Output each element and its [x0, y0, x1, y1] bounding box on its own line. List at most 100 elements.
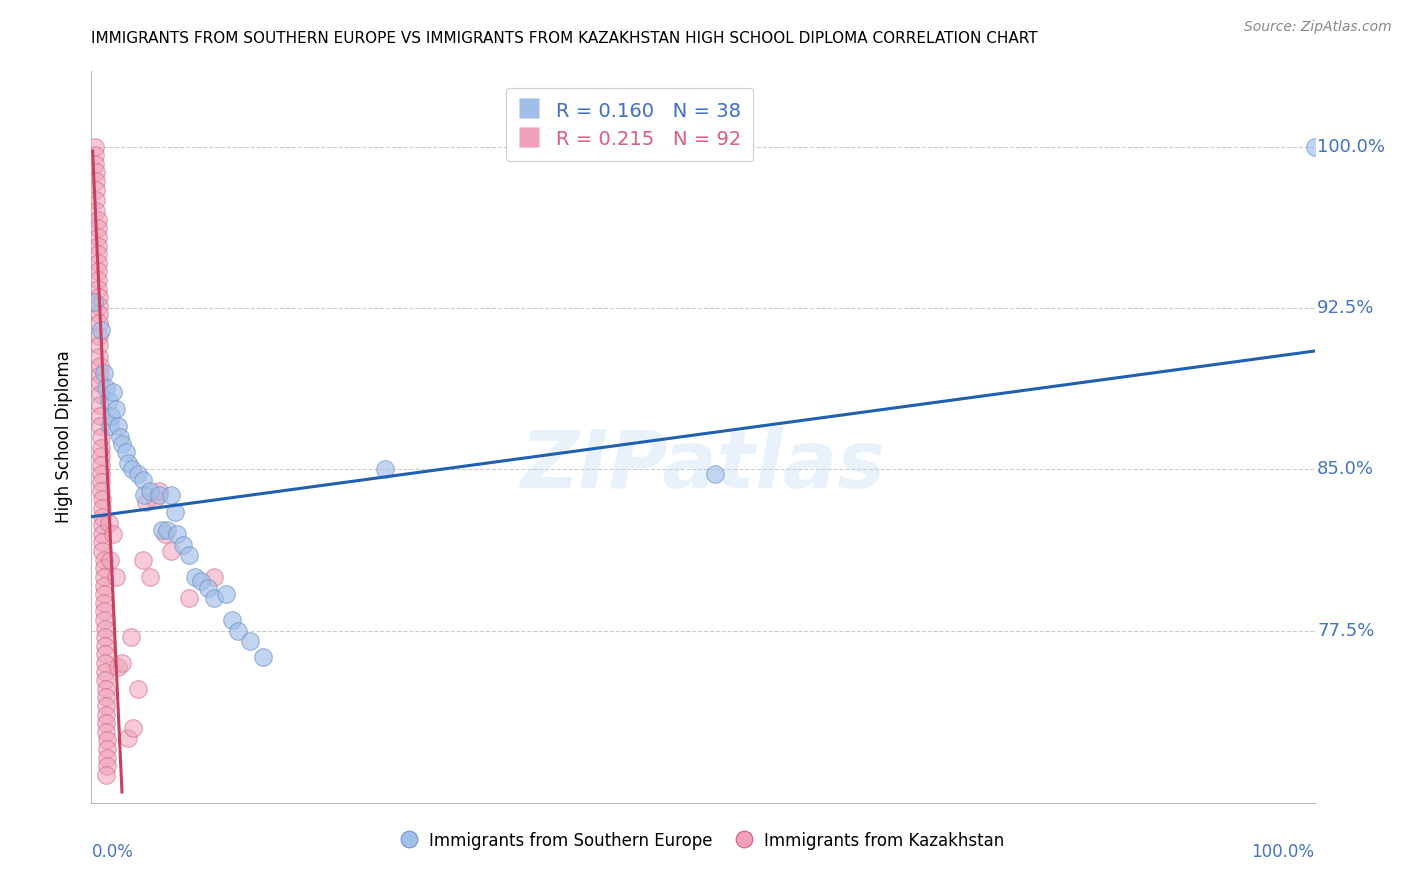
Point [86, 221, 108, 235]
Point [93, 366, 115, 380]
Point [89, 419, 111, 434]
Point [94, 673, 117, 688]
Point [111, 436, 134, 450]
Point [90, 441, 112, 455]
Point [117, 731, 139, 746]
Point [184, 570, 207, 584]
Point [91, 535, 114, 549]
Point [94, 707, 117, 722]
Point [87, 329, 110, 343]
Point [143, 492, 166, 507]
Point [84, 139, 107, 153]
Point [139, 570, 162, 584]
Point [139, 483, 162, 498]
Point [84, 165, 107, 179]
Point [86, 238, 108, 252]
Text: 100.0%: 100.0% [1251, 843, 1315, 861]
Point [132, 473, 155, 487]
Point [114, 445, 136, 459]
Point [94, 639, 117, 653]
Point [98, 419, 121, 434]
Point [94, 381, 117, 395]
Point [91, 518, 114, 533]
Point [87, 337, 110, 351]
Point [127, 467, 149, 481]
Point [148, 488, 170, 502]
Point [89, 376, 111, 391]
Point [93, 587, 115, 601]
Text: IMMIGRANTS FROM SOUTHERN EUROPE VS IMMIGRANTS FROM KAZAKHSTAN HIGH SCHOOL DIPLOM: IMMIGRANTS FROM SOUTHERN EUROPE VS IMMIG… [91, 31, 1038, 46]
Point [107, 660, 129, 674]
Legend: R = 0.160   N = 38, R = 0.215   N = 92: R = 0.160 N = 38, R = 0.215 N = 92 [506, 88, 754, 161]
Point [87, 316, 110, 330]
Point [100, 409, 122, 423]
Point [90, 467, 112, 481]
Point [94, 648, 117, 662]
Point [374, 462, 396, 476]
Point [93, 596, 115, 610]
Text: 92.5%: 92.5% [1317, 299, 1375, 317]
Point [103, 527, 125, 541]
Point [91, 501, 114, 516]
Point [84, 183, 107, 197]
Point [156, 523, 179, 537]
Point [94, 698, 117, 713]
Point [1303, 139, 1326, 153]
Text: Source: ZipAtlas.com: Source: ZipAtlas.com [1244, 20, 1392, 34]
Point [86, 273, 108, 287]
Point [117, 456, 139, 470]
Point [86, 282, 108, 296]
Point [93, 613, 115, 627]
Point [84, 194, 107, 208]
Point [97, 516, 120, 530]
Point [127, 681, 149, 696]
Point [104, 570, 127, 584]
Point [87, 351, 110, 365]
Point [94, 665, 117, 679]
Point [84, 174, 107, 188]
Point [132, 552, 155, 566]
Point [94, 724, 117, 739]
Point [190, 574, 212, 589]
Point [163, 505, 186, 519]
Point [93, 578, 115, 592]
Point [90, 483, 112, 498]
Point [122, 721, 145, 735]
Point [87, 299, 110, 313]
Point [91, 544, 114, 558]
Text: 0.0%: 0.0% [91, 843, 134, 861]
Point [111, 656, 134, 670]
Point [87, 308, 110, 322]
Text: ZIPatlas: ZIPatlas [520, 427, 886, 506]
Point [94, 768, 117, 782]
Point [89, 368, 111, 382]
Point [93, 570, 115, 584]
Point [150, 523, 173, 537]
Point [153, 527, 176, 541]
Point [202, 570, 225, 584]
Point [94, 681, 117, 696]
Point [221, 613, 243, 627]
Point [86, 264, 108, 278]
Text: 85.0%: 85.0% [1317, 460, 1374, 478]
Point [89, 359, 111, 373]
Y-axis label: High School Diploma: High School Diploma [55, 351, 73, 524]
Point [252, 649, 274, 664]
Point [104, 402, 127, 417]
Point [120, 630, 142, 644]
Point [108, 430, 131, 444]
Point [166, 527, 188, 541]
Point [172, 538, 194, 552]
Point [86, 247, 108, 261]
Point [86, 230, 108, 244]
Point [160, 544, 183, 558]
Point [135, 494, 157, 508]
Point [103, 384, 125, 399]
Point [91, 492, 114, 507]
Point [89, 387, 111, 401]
Text: 100.0%: 100.0% [1317, 137, 1385, 156]
Point [132, 488, 155, 502]
Point [96, 759, 118, 773]
Point [86, 256, 108, 270]
Point [226, 624, 249, 638]
